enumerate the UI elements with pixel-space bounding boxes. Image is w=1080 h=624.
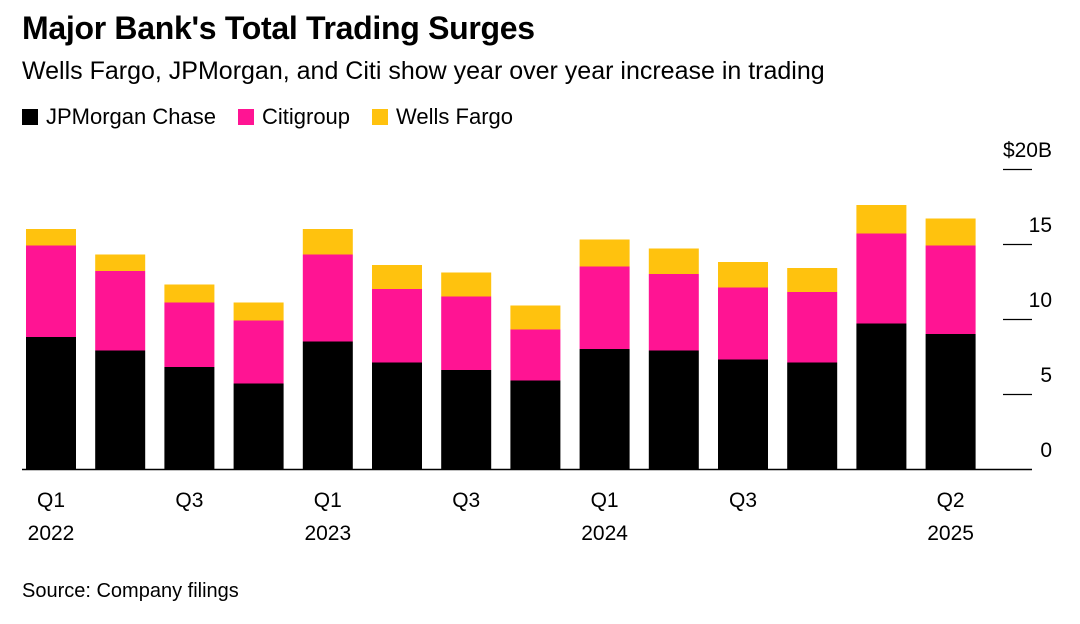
bar-segment-wells-fargo-q4-2024 xyxy=(787,268,838,292)
bar-segment-citigroup-q1-2023 xyxy=(302,254,353,342)
x-tick-label-quarter: Q3 xyxy=(729,489,757,512)
legend-swatch-jpmorgan xyxy=(22,109,38,125)
x-tick-label-year: 2022 xyxy=(28,522,75,545)
bar-segment-jpmorgan-chase-q4-2022 xyxy=(233,383,284,469)
bar-segment-wells-fargo-q2-2022 xyxy=(95,254,146,271)
bar-segment-citigroup-q4-2024 xyxy=(787,292,838,363)
chart-subtitle: Wells Fargo, JPMorgan, and Citi show yea… xyxy=(22,57,825,85)
x-tick-label-year: 2023 xyxy=(304,522,351,545)
legend-swatch-citigroup xyxy=(237,109,254,125)
x-tick-label-quarter: Q1 xyxy=(591,489,619,512)
bar-segment-jpmorgan-chase-q2-2024 xyxy=(648,350,699,469)
y-tick-label: 5 xyxy=(1040,364,1052,387)
y-tick-label: 10 xyxy=(1029,289,1052,312)
bar-segment-jpmorgan-chase-q2-2022 xyxy=(95,350,146,469)
x-tick-label-quarter: Q3 xyxy=(452,489,480,512)
bar-segment-citigroup-q1-2025 xyxy=(856,233,907,324)
bar-segment-citigroup-q3-2023 xyxy=(441,296,492,370)
bar-segment-citigroup-q4-2022 xyxy=(233,320,284,384)
bar-segment-citigroup-q1-2022 xyxy=(26,245,76,337)
chart-title: Major Bank's Total Trading Surges xyxy=(22,10,535,46)
y-tick-label: 15 xyxy=(1029,214,1052,237)
y-tick-label: 0 xyxy=(1040,439,1052,462)
bar-segment-jpmorgan-chase-q1-2025 xyxy=(856,323,907,469)
bar-segment-wells-fargo-q2-2025 xyxy=(925,218,976,246)
bar-segment-jpmorgan-chase-q4-2024 xyxy=(787,362,838,469)
x-tick-label-quarter: Q3 xyxy=(175,489,203,512)
legend: JPMorgan Chase Citigroup Wells Fargo xyxy=(22,104,513,130)
bar-segment-jpmorgan-chase-q1-2022 xyxy=(26,337,76,469)
bar-segment-wells-fargo-q3-2023 xyxy=(441,272,492,297)
x-tick-label-quarter: Q1 xyxy=(314,489,342,512)
bar-segment-citigroup-q4-2023 xyxy=(510,329,561,381)
bar-segment-citigroup-q2-2024 xyxy=(648,274,699,351)
y-tick-label: $20B xyxy=(1003,139,1052,162)
legend-label-jpmorgan: JPMorgan Chase xyxy=(46,104,216,129)
bar-segment-citigroup-q3-2024 xyxy=(718,287,768,360)
x-tick-label-quarter: Q2 xyxy=(937,489,965,512)
bar-segment-citigroup-q2-2022 xyxy=(95,271,146,351)
bar-segment-wells-fargo-q2-2023 xyxy=(372,265,422,289)
bar-segment-jpmorgan-chase-q1-2024 xyxy=(579,349,630,469)
x-tick-label-year: 2025 xyxy=(927,522,974,545)
bar-segment-wells-fargo-q1-2024 xyxy=(579,239,630,267)
bar-segment-jpmorgan-chase-q4-2023 xyxy=(510,380,561,469)
legend-item-citigroup: Citigroup xyxy=(237,104,351,130)
bar-segment-citigroup-q2-2023 xyxy=(372,289,422,363)
source-note: Source: Company filings xyxy=(22,580,239,602)
bar-segment-jpmorgan-chase-q3-2022 xyxy=(164,367,215,469)
legend-label-wellsfargo: Wells Fargo xyxy=(396,104,513,129)
bar-segment-wells-fargo-q1-2022 xyxy=(26,229,76,246)
bar-segment-citigroup-q2-2025 xyxy=(925,245,976,334)
bar-segment-citigroup-q1-2024 xyxy=(579,266,630,349)
legend-swatch-wellsfargo xyxy=(372,109,389,125)
x-tick-label-year: 2024 xyxy=(581,522,628,545)
bar-segment-jpmorgan-chase-q2-2025 xyxy=(925,334,976,469)
bar-segment-jpmorgan-chase-q3-2024 xyxy=(718,359,768,469)
bar-segment-jpmorgan-chase-q3-2023 xyxy=(441,370,492,469)
legend-label-citigroup: Citigroup xyxy=(261,104,351,129)
bar-segment-wells-fargo-q4-2023 xyxy=(510,305,561,330)
bar-segment-wells-fargo-q1-2025 xyxy=(856,205,907,234)
legend-item-wellsfargo: Wells Fargo xyxy=(372,104,513,130)
legend-item-jpmorgan: JPMorgan Chase xyxy=(22,104,216,130)
bar-segment-wells-fargo-q3-2024 xyxy=(718,262,768,288)
bar-segment-wells-fargo-q3-2022 xyxy=(164,284,215,303)
bar-segment-jpmorgan-chase-q2-2023 xyxy=(372,362,422,469)
bar-segment-citigroup-q3-2022 xyxy=(164,302,215,367)
bar-segment-jpmorgan-chase-q1-2023 xyxy=(302,341,353,469)
bar-segment-wells-fargo-q1-2023 xyxy=(302,229,353,255)
bar-segment-wells-fargo-q2-2024 xyxy=(648,248,699,274)
bar-segment-wells-fargo-q4-2022 xyxy=(233,302,284,321)
x-tick-label-quarter: Q1 xyxy=(37,489,65,512)
